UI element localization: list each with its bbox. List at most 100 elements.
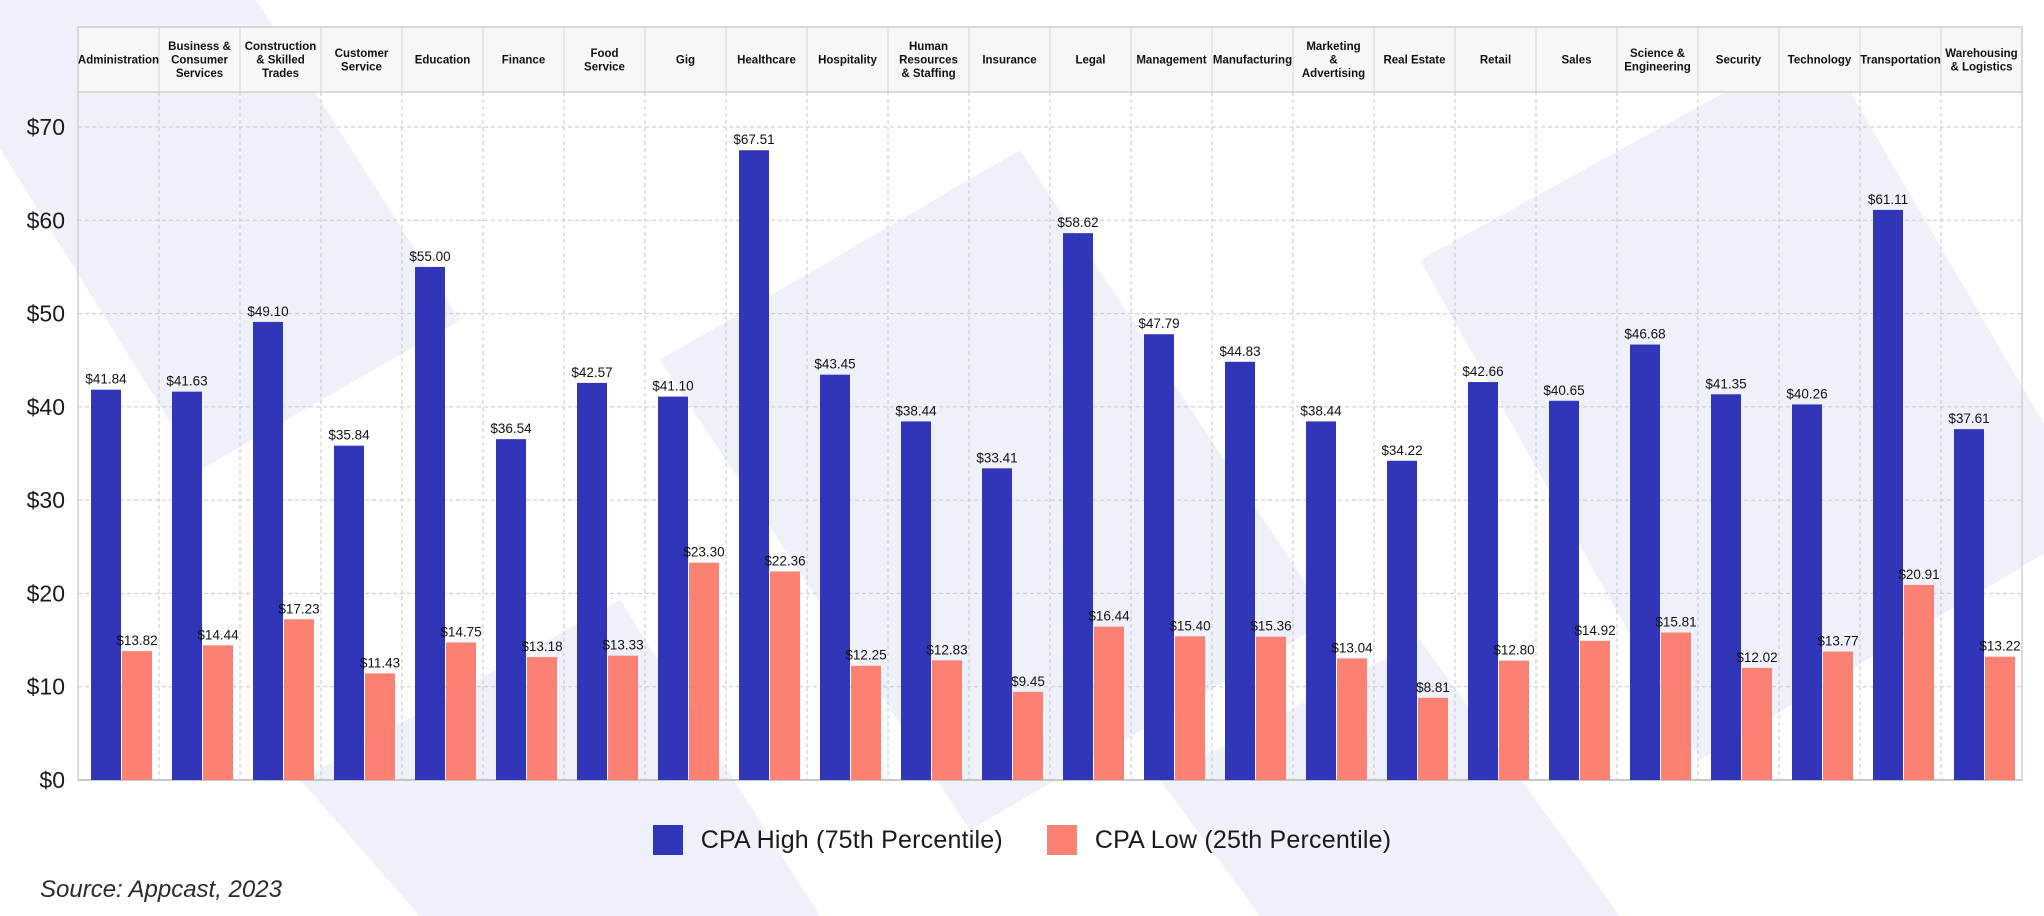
bar-high: [1144, 334, 1174, 780]
legend-label-high: CPA High (75th Percentile): [700, 825, 1003, 854]
data-label-low: $16.44: [1088, 609, 1130, 624]
data-label-high: $38.44: [1300, 403, 1342, 418]
category-label: Healthcare: [737, 55, 796, 67]
bar-low: [1661, 632, 1691, 780]
bar-low: [284, 619, 314, 780]
bar-high: [1711, 394, 1741, 780]
y-tick-label: $30: [27, 487, 65, 513]
data-label-high: $41.35: [1705, 376, 1746, 391]
background-shape: [300, 600, 820, 916]
legend-swatch-high: [652, 825, 683, 855]
data-label-low: $14.44: [197, 627, 239, 642]
data-label-low: $12.25: [845, 648, 886, 663]
legend: CPA High (75th Percentile) CPA Low (25th…: [0, 820, 2044, 860]
category-label: Science & Engineering: [1624, 48, 1690, 74]
data-label-high: $41.63: [166, 374, 207, 389]
data-label-high: $67.51: [733, 132, 774, 147]
data-label-high: $34.22: [1381, 443, 1422, 458]
y-tick-label: $70: [27, 114, 65, 140]
data-label-low: $12.80: [1493, 643, 1534, 658]
category-label: Construction & Skilled Trades: [245, 41, 317, 80]
data-label-low: $12.02: [1736, 650, 1777, 665]
bar-low: [1337, 658, 1367, 780]
data-label-low: $23.30: [683, 545, 724, 560]
y-tick-label: $20: [27, 580, 65, 606]
bar-low: [1175, 636, 1205, 780]
bar-high: [1873, 209, 1903, 780]
bar-low: [1904, 584, 1934, 780]
bar-high: [172, 391, 202, 780]
bar-low: [203, 645, 233, 780]
bar-low: [365, 673, 395, 780]
bar-low: [689, 562, 719, 780]
data-label-low: $12.83: [926, 642, 967, 657]
data-label-low: $13.22: [1979, 639, 2020, 654]
bar-high: [820, 374, 850, 780]
bar-high: [1063, 233, 1093, 780]
bar-low: [770, 571, 800, 780]
bar-low: [1580, 640, 1610, 780]
category-label: Warehousing & Logistics: [1945, 48, 2017, 74]
data-label-low: $14.75: [440, 624, 481, 639]
bar-high: [1630, 344, 1660, 780]
background-shape: [0, 0, 460, 470]
bar-high: [415, 266, 445, 780]
bar-high: [1954, 429, 1984, 780]
data-label-high: $36.54: [490, 421, 532, 436]
data-label-high: $42.57: [571, 365, 612, 380]
bar-low: [932, 660, 962, 780]
bar-high: [334, 445, 364, 780]
legend-label-low: CPA Low (25th Percentile): [1094, 825, 1392, 854]
legend-item-high: CPA High (75th Percentile): [652, 825, 1003, 855]
data-label-low: $22.36: [764, 553, 805, 568]
data-label-high: $33.41: [976, 450, 1017, 465]
category-label: Education: [415, 55, 471, 67]
bar-high: [577, 382, 607, 780]
category-label: Retail: [1480, 55, 1511, 67]
y-tick-label: $10: [27, 674, 65, 700]
bar-low: [1094, 626, 1124, 780]
bar-high: [253, 321, 283, 780]
data-label-low: $8.81: [1416, 680, 1450, 695]
category-label: Transportation: [1860, 55, 1941, 67]
data-label-low: $17.23: [278, 601, 319, 616]
data-label-low: $13.77: [1817, 634, 1858, 649]
data-label-low: $13.82: [116, 633, 157, 648]
category-label: Marketing & Advertising: [1302, 41, 1365, 80]
bar-high: [1549, 400, 1579, 780]
bar-low: [122, 651, 152, 780]
bar-low: [608, 655, 638, 780]
data-label-low: $13.04: [1331, 640, 1373, 655]
category-label: Hospitality: [818, 55, 877, 67]
category-label: Administration: [78, 55, 159, 67]
category-label: Manufacturing: [1213, 55, 1292, 67]
y-tick-label: $0: [39, 767, 65, 793]
data-label-high: $38.44: [895, 403, 937, 418]
bar-high: [739, 150, 769, 780]
y-tick-label: $40: [27, 394, 65, 420]
bar-low: [1823, 651, 1853, 780]
category-label: Food Service: [584, 48, 625, 74]
bar-low: [1256, 636, 1286, 780]
category-label: Management: [1136, 55, 1206, 67]
bar-high: [1387, 460, 1417, 780]
data-label-high: $41.84: [85, 372, 127, 387]
category-label: Business & Consumer Services: [168, 41, 231, 80]
data-label-high: $43.45: [814, 357, 855, 372]
data-label-high: $61.11: [1868, 192, 1908, 207]
data-label-high: $37.61: [1948, 411, 1989, 426]
bar-low: [527, 657, 557, 780]
legend-item-low: CPA Low (25th Percentile): [1046, 825, 1392, 855]
data-label-low: $15.40: [1169, 618, 1210, 633]
bar-high: [658, 396, 688, 780]
category-label: Finance: [502, 55, 545, 67]
data-label-high: $46.68: [1624, 327, 1665, 342]
data-label-high: $49.10: [247, 304, 288, 319]
data-label-high: $44.83: [1219, 344, 1260, 359]
category-label: Legal: [1075, 55, 1105, 67]
data-label-high: $40.65: [1543, 383, 1584, 398]
data-label-high: $55.00: [409, 249, 450, 264]
bar-low: [1499, 660, 1529, 780]
data-label-high: $58.62: [1057, 215, 1098, 230]
